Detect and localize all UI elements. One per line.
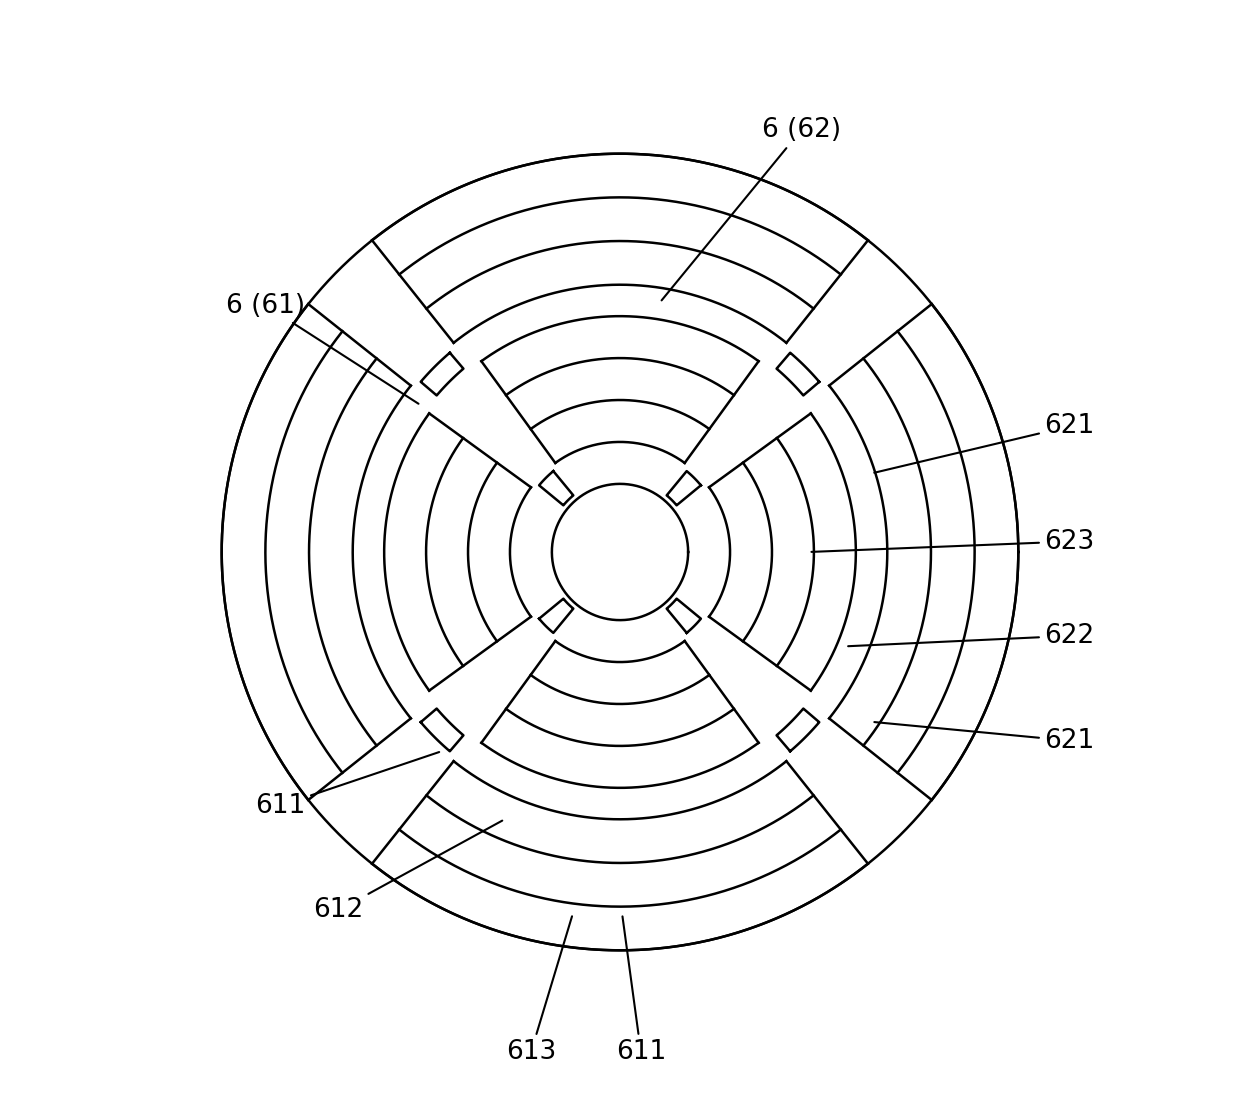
Text: 611: 611 <box>255 752 439 819</box>
Text: 621: 621 <box>874 722 1095 754</box>
Text: 611: 611 <box>616 916 666 1065</box>
Text: 613: 613 <box>506 916 572 1065</box>
Text: 6 (61): 6 (61) <box>227 293 419 404</box>
Text: 6 (62): 6 (62) <box>662 117 841 300</box>
Text: 621: 621 <box>874 413 1095 473</box>
Text: 622: 622 <box>848 623 1095 649</box>
Text: 623: 623 <box>811 529 1095 554</box>
Text: 612: 612 <box>312 820 502 923</box>
